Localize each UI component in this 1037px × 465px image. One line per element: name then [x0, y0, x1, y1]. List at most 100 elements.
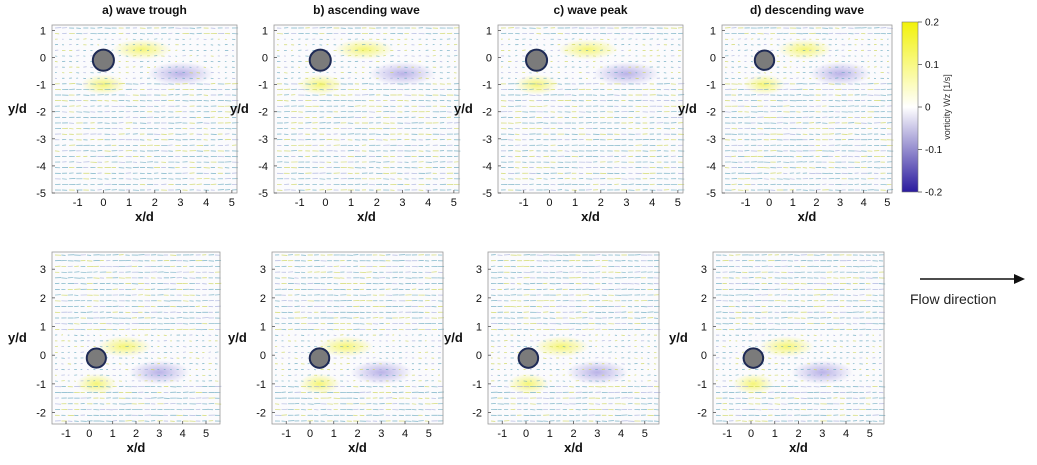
panel-title: c) wave peak	[553, 3, 627, 17]
x-tick-label: 4	[402, 428, 408, 440]
y-axis-label: y/d	[228, 330, 247, 345]
x-tick-label: 3	[177, 197, 183, 209]
x-axis-label: x/d	[798, 209, 817, 224]
x-tick-label: 4	[861, 197, 867, 209]
y-axis-label: y/d	[444, 330, 463, 345]
cylinder-marker	[517, 347, 540, 369]
x-axis-label: x/d	[348, 440, 367, 455]
x-tick-label: 1	[110, 428, 116, 440]
y-tick-label: -1	[258, 80, 268, 92]
cylinder-marker	[524, 48, 549, 72]
x-tick-label: 0	[766, 197, 772, 209]
y-tick-label: -3	[258, 134, 268, 146]
y-tick-label: 0	[486, 53, 492, 65]
x-tick-label: 1	[547, 428, 553, 440]
y-axis-label: y/d	[8, 101, 27, 116]
x-axis-label: x/d	[581, 209, 600, 224]
y-tick-label: 3	[701, 264, 707, 276]
y-tick-label: 3	[476, 264, 482, 276]
x-tick-label: 1	[790, 197, 796, 209]
plot-frame	[51, 24, 238, 194]
y-tick-label: 2	[701, 293, 707, 305]
y-tick-label: 0	[260, 350, 266, 362]
x-tick-label: 2	[354, 428, 360, 440]
y-tick-label: -2	[258, 107, 268, 119]
x-tick-label: 5	[675, 197, 681, 209]
colorbar-tick-label: 0	[925, 103, 931, 114]
x-tick-label: 2	[813, 197, 819, 209]
y-tick-label: 0	[40, 53, 46, 65]
x-tick-label: 0	[523, 428, 529, 440]
x-tick-label: 3	[623, 197, 629, 209]
y-tick-label: -1	[706, 80, 716, 92]
plot-frame	[497, 24, 684, 194]
flow-direction-annotation: Flow direction	[910, 274, 1025, 307]
y-tick-label: 1	[40, 322, 46, 334]
y-tick-label: -1	[36, 80, 46, 92]
colorbar-tick-label: -0.1	[925, 145, 943, 156]
x-tick-label: 0	[546, 197, 552, 209]
x-tick-label: -1	[741, 197, 751, 209]
x-tick-label: 3	[594, 428, 600, 440]
y-tick-label: -1	[482, 80, 492, 92]
velocity-vectors	[724, 27, 894, 191]
x-tick-label: 4	[649, 197, 655, 209]
y-tick-label: -1	[256, 379, 266, 391]
x-tick-label: -1	[295, 197, 305, 209]
y-tick-label: 3	[260, 264, 266, 276]
vorticity-panel: -1 0 1 2 3 4 5 3 2 1 0 -1 -2 x/d y/d	[669, 251, 886, 455]
y-tick-label: -2	[36, 408, 46, 420]
panel-title: a) wave trough	[102, 3, 187, 17]
cylinder-marker	[742, 347, 765, 369]
x-tick-label: 1	[348, 197, 354, 209]
y-tick-label: 0	[40, 350, 46, 362]
x-tick-label: 1	[331, 428, 337, 440]
x-tick-label: 5	[884, 197, 890, 209]
x-tick-label: 2	[570, 428, 576, 440]
y-axis-label: y/d	[8, 330, 27, 345]
colorbar-ticks: 0.2 0.1 0 -0.1 -0.2	[918, 18, 943, 199]
x-tick-label: 5	[642, 428, 648, 440]
x-tick-label: -1	[61, 428, 71, 440]
x-tick-label: 2	[152, 197, 158, 209]
x-tick-label: 2	[374, 197, 380, 209]
velocity-vectors	[490, 254, 661, 422]
y-tick-label: -1	[472, 379, 482, 391]
y-axis-label: y/d	[678, 101, 697, 116]
x-tick-label: -1	[73, 197, 83, 209]
colorbar-tick-label: 0.2	[925, 18, 939, 29]
x-tick-label: 0	[307, 428, 313, 440]
colorbar: 0.2 0.1 0 -0.1 -0.2 vorticity Wz [1/s]	[901, 18, 952, 199]
cylinder-marker	[91, 48, 115, 72]
x-tick-label: 3	[156, 428, 162, 440]
x-axis-label: x/d	[357, 209, 376, 224]
y-tick-label: -1	[697, 379, 707, 391]
vorticity-field	[298, 336, 413, 395]
vorticity-panel: -1 0 1 2 3 4 5 1 0 -1 -2 -3 -4 -5 x/d y/d b) ascending w…	[230, 3, 461, 224]
y-tick-label: 1	[40, 25, 46, 37]
plot-frame	[273, 24, 460, 194]
x-tick-label: 5	[867, 428, 873, 440]
x-tick-label: 0	[100, 197, 106, 209]
cylinder-marker	[308, 48, 332, 72]
y-tick-label: 3	[40, 264, 46, 276]
vorticity-field	[81, 39, 214, 95]
vorticity-panel: -1 0 1 2 3 4 5 1 0 -1 -2 -3 -4 -5 x/d y/d a) wave trough	[8, 3, 239, 224]
vorticity-panel: -1 0 1 2 3 4 5 3 2 1 0 -1 -2 x/d y/d	[8, 251, 222, 455]
colorbar-tick-label: -0.2	[925, 188, 943, 199]
x-tick-label: 3	[399, 197, 405, 209]
y-tick-label: 2	[40, 293, 46, 305]
x-tick-label: 2	[598, 197, 604, 209]
vorticity-panel: -1 0 1 2 3 4 5 1 0 -1 -2 -3 -4 -5 x/d y/d c) wave peak	[454, 3, 685, 224]
y-tick-label: -4	[258, 161, 268, 173]
y-axis-label: y/d	[230, 101, 249, 116]
y-tick-label: -5	[36, 188, 46, 200]
y-tick-label: 1	[701, 322, 707, 334]
cylinder-marker	[85, 347, 107, 369]
vorticity-panel: -1 0 1 2 3 4 5 1 0 -1 -2 -3 -4 -5 x/d y/d d) descending …	[678, 3, 894, 224]
panel-title: d) descending wave	[750, 3, 864, 17]
x-axis-label: x/d	[127, 440, 146, 455]
x-tick-label: -1	[519, 197, 529, 209]
y-tick-label: 0	[262, 53, 268, 65]
